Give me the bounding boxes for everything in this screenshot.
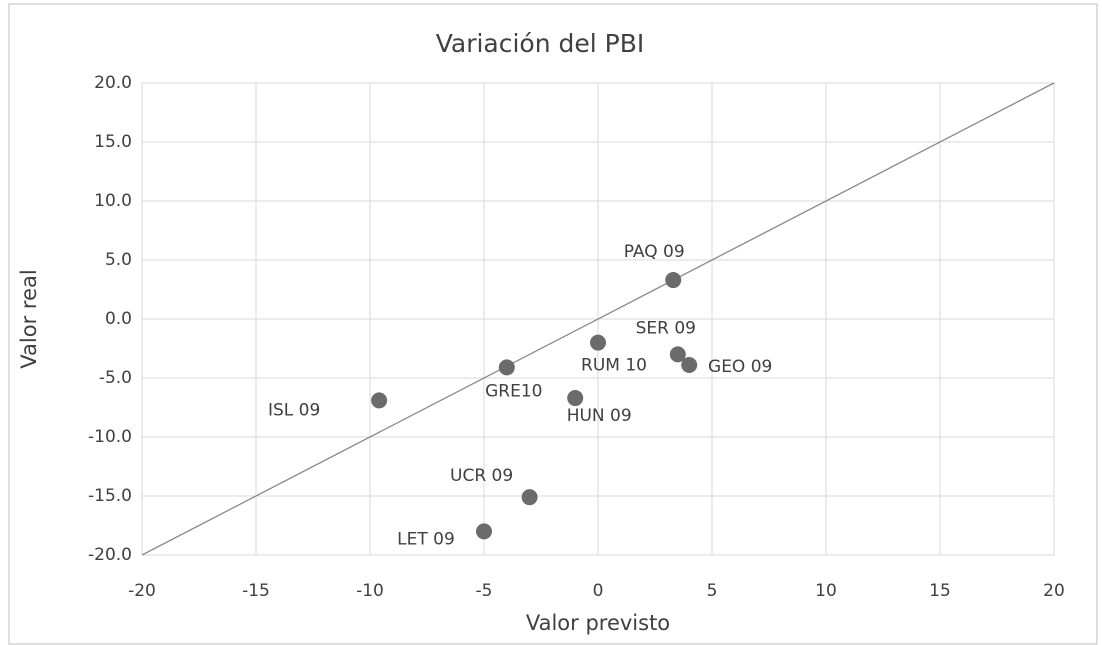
x-tick-label: -15 [242,581,270,601]
x-tick-label: -5 [476,581,493,601]
y-tick-label: 20.0 [94,73,132,93]
y-axis-title: Valor real [17,269,41,368]
point [681,357,698,374]
y-tick-label: 0.0 [105,309,132,329]
y-tick-label: -10.0 [88,427,132,447]
chart-frame [8,3,1098,645]
point-label: SER 09 [636,318,696,338]
point-label: GEO 09 [708,357,772,377]
x-tick-label: 20 [1043,581,1065,601]
y-tick-label: -20.0 [88,545,132,565]
x-tick-label: 15 [929,581,951,601]
point-label: PAQ 09 [624,242,685,262]
y-tick-label: -15.0 [88,486,132,506]
y-tick-label: 15.0 [94,132,132,152]
chart-title: Variación del PBI [436,29,645,58]
x-tick-label: 5 [707,581,718,601]
point [665,272,682,289]
reference-line [141,82,1055,556]
point-label: HUN 09 [567,406,632,426]
x-tick-label: -20 [128,581,156,601]
y-tick-label: -5.0 [99,368,132,388]
point [521,489,538,506]
point [371,392,388,409]
point [476,523,492,540]
y-tick-label: 5.0 [105,250,132,270]
x-tick-label: 0 [593,581,604,601]
point-label: RUM 10 [581,356,647,376]
plot-border [141,82,1055,556]
point [567,390,584,407]
point [498,359,515,376]
point-label: GRE10 [485,381,542,401]
point-label: ISL 09 [268,400,320,420]
x-tick-label: -10 [356,581,384,601]
y-tick-label: 10.0 [94,191,132,211]
point-label: UCR 09 [450,466,513,486]
point [669,346,686,363]
point-label: LET 09 [397,529,455,549]
x-axis-title: Valor previsto [526,611,670,635]
point [590,334,606,351]
x-tick-label: 10 [815,581,837,601]
